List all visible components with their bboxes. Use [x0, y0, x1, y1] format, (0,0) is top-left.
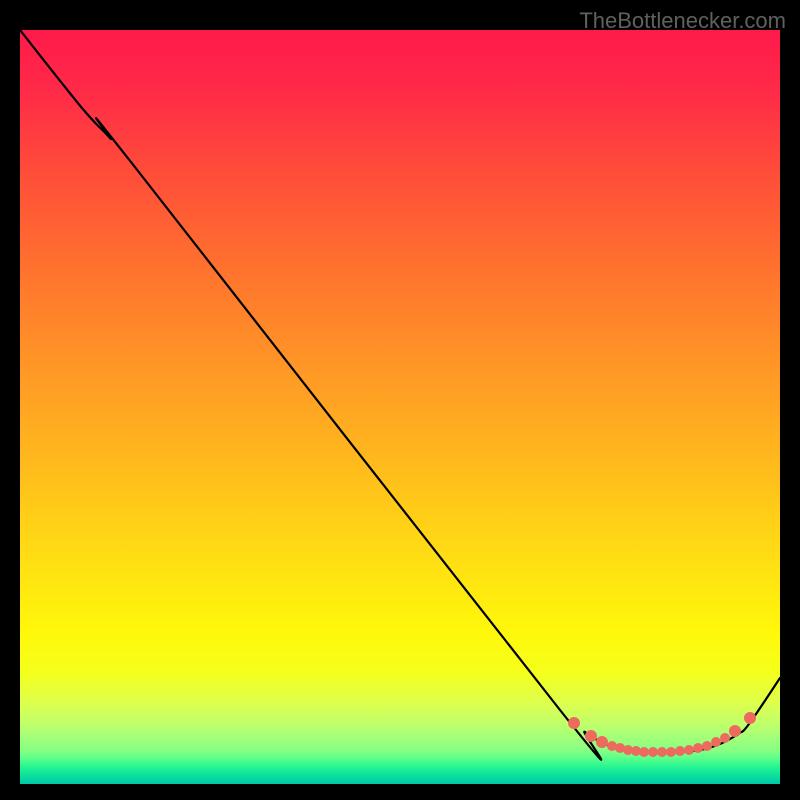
marker-dot: [711, 737, 721, 747]
marker-dot: [596, 736, 608, 748]
marker-dot: [693, 743, 703, 753]
marker-dot: [684, 745, 694, 755]
marker-dot: [648, 747, 658, 757]
marker-dot: [720, 733, 730, 743]
marker-dot: [657, 747, 667, 757]
chart-frame: TheBottlenecker.com: [0, 0, 800, 800]
marker-dot: [639, 747, 649, 757]
bottleneck-chart: [20, 30, 780, 784]
marker-dot: [585, 730, 597, 742]
gradient-background: [20, 30, 780, 784]
marker-dot: [729, 725, 741, 737]
marker-dot: [666, 747, 676, 757]
marker-dot: [702, 741, 712, 751]
marker-dot: [675, 746, 685, 756]
watermark-text: TheBottlenecker.com: [579, 8, 786, 34]
marker-dot: [744, 712, 756, 724]
marker-dot: [568, 717, 580, 729]
